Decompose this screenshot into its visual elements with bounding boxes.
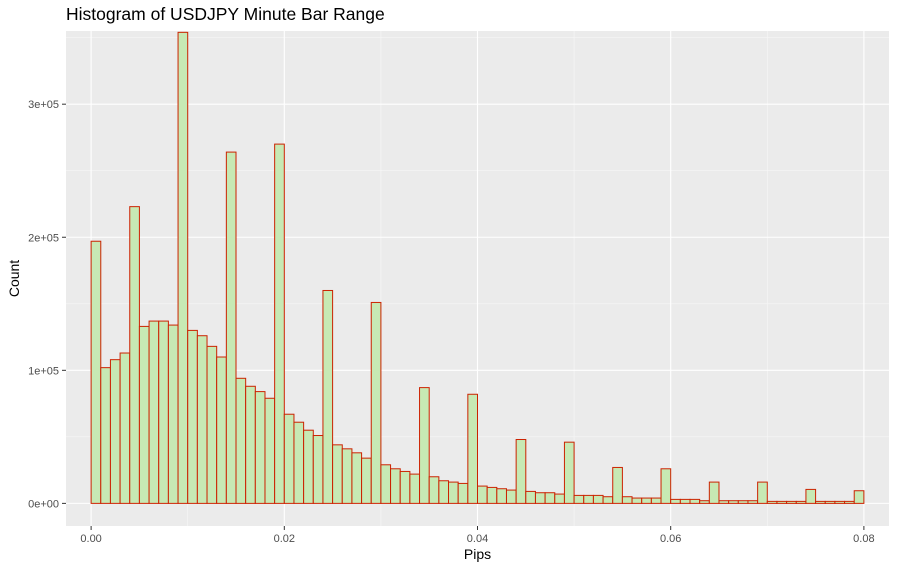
histogram-bar — [245, 385, 256, 504]
histogram-bar — [158, 320, 169, 504]
histogram-bar — [254, 391, 266, 504]
histogram-bar — [776, 500, 788, 504]
histogram-bar — [419, 387, 430, 504]
histogram-bar — [322, 289, 334, 504]
histogram-bar — [100, 367, 111, 504]
histogram-bar — [477, 485, 488, 504]
histogram-bar — [718, 500, 730, 504]
histogram-bar — [583, 494, 594, 504]
x-tick-label: 0.04 — [467, 533, 488, 545]
x-tick-label: 0.06 — [660, 533, 681, 545]
histogram-bar — [660, 468, 672, 504]
histogram-bar — [119, 352, 131, 504]
histogram-bar — [844, 500, 855, 504]
x-tick-label: 0.02 — [274, 533, 295, 545]
histogram-bar — [757, 481, 768, 504]
histogram-bar — [805, 488, 817, 504]
histogram-bar — [332, 444, 343, 504]
histogram-bar — [612, 466, 623, 504]
histogram-bar — [264, 397, 276, 504]
histogram-bar — [534, 492, 546, 504]
histogram-bar — [708, 481, 720, 504]
histogram-bar — [235, 377, 247, 504]
histogram-bar — [689, 498, 701, 504]
histogram-bar — [592, 494, 604, 504]
histogram-bar — [766, 500, 778, 504]
y-axis-title: Count — [6, 260, 22, 297]
y-tick-label: 2e+05 — [28, 232, 59, 244]
x-axis-title: Pips — [464, 546, 491, 562]
histogram-bar — [853, 490, 865, 504]
histogram-bar — [370, 301, 382, 504]
histogram-bar — [274, 143, 285, 504]
histogram-bar — [399, 470, 411, 504]
histogram-bar — [525, 490, 536, 504]
histogram-bar — [795, 500, 807, 504]
histogram-bar — [187, 329, 198, 504]
histogram-bar — [206, 345, 218, 504]
histogram-bar — [679, 498, 691, 504]
histogram-bar — [670, 498, 681, 504]
histogram-bar — [341, 448, 353, 504]
histogram-bar — [554, 493, 565, 504]
histogram-bar — [90, 240, 102, 504]
histogram-bar — [361, 457, 372, 504]
histogram-bar — [496, 488, 507, 504]
histogram-bar — [196, 335, 208, 504]
histogram-bar — [409, 473, 421, 504]
histogram-bar — [303, 429, 314, 504]
histogram-bar — [438, 480, 450, 504]
histogram-bar — [177, 31, 189, 504]
histogram-bar — [573, 494, 585, 504]
y-tick-label: 3e+05 — [28, 99, 59, 111]
histogram-bar — [486, 486, 498, 504]
histogram-bar — [563, 441, 575, 504]
y-tick-label: 1e+05 — [28, 365, 59, 377]
histogram-bar — [380, 464, 392, 504]
histogram-bar — [283, 413, 295, 504]
x-tick-label: 0.08 — [853, 533, 874, 545]
histogram-bar — [699, 500, 710, 504]
x-axis: 0.00 0.02 0.04 0.06 0.08 — [80, 526, 875, 545]
histogram-bar — [148, 320, 160, 504]
histogram-bar — [728, 500, 739, 504]
histogram-bars — [90, 31, 865, 504]
histogram-bar — [457, 482, 469, 504]
histogram-bar — [747, 500, 759, 504]
histogram-bar — [815, 500, 826, 504]
histogram-bar — [167, 324, 179, 504]
histogram-bar — [109, 359, 121, 504]
chart-title: Histogram of USDJPY Minute Bar Range — [66, 4, 385, 24]
histogram-bar — [129, 206, 140, 504]
histogram-bar — [138, 325, 150, 504]
histogram-bar — [293, 421, 305, 504]
histogram-bar — [216, 356, 227, 504]
histogram-bar — [225, 151, 237, 504]
histogram-bar — [351, 452, 363, 504]
histogram-bar — [650, 497, 662, 504]
y-tick-label: 0e+00 — [28, 498, 59, 510]
histogram-bar — [544, 492, 556, 504]
histogram-bar — [641, 497, 652, 504]
histogram-bar — [834, 500, 846, 504]
x-tick-label: 0.00 — [80, 533, 101, 545]
histogram-bar — [448, 481, 459, 504]
histogram-bar — [390, 468, 401, 504]
histogram-bar — [602, 496, 614, 504]
histogram-bar — [737, 500, 749, 504]
histogram-bar — [824, 500, 836, 504]
histogram-bar — [467, 393, 478, 504]
histogram-bar — [786, 500, 797, 504]
histogram-bar — [505, 489, 517, 504]
y-axis: 0e+00 1e+05 2e+05 3e+05 — [28, 99, 66, 510]
histogram-bar — [515, 439, 527, 504]
histogram-bar — [621, 496, 633, 504]
histogram-bar — [312, 435, 324, 504]
histogram-bar — [428, 476, 440, 504]
histogram-bar — [631, 497, 643, 504]
